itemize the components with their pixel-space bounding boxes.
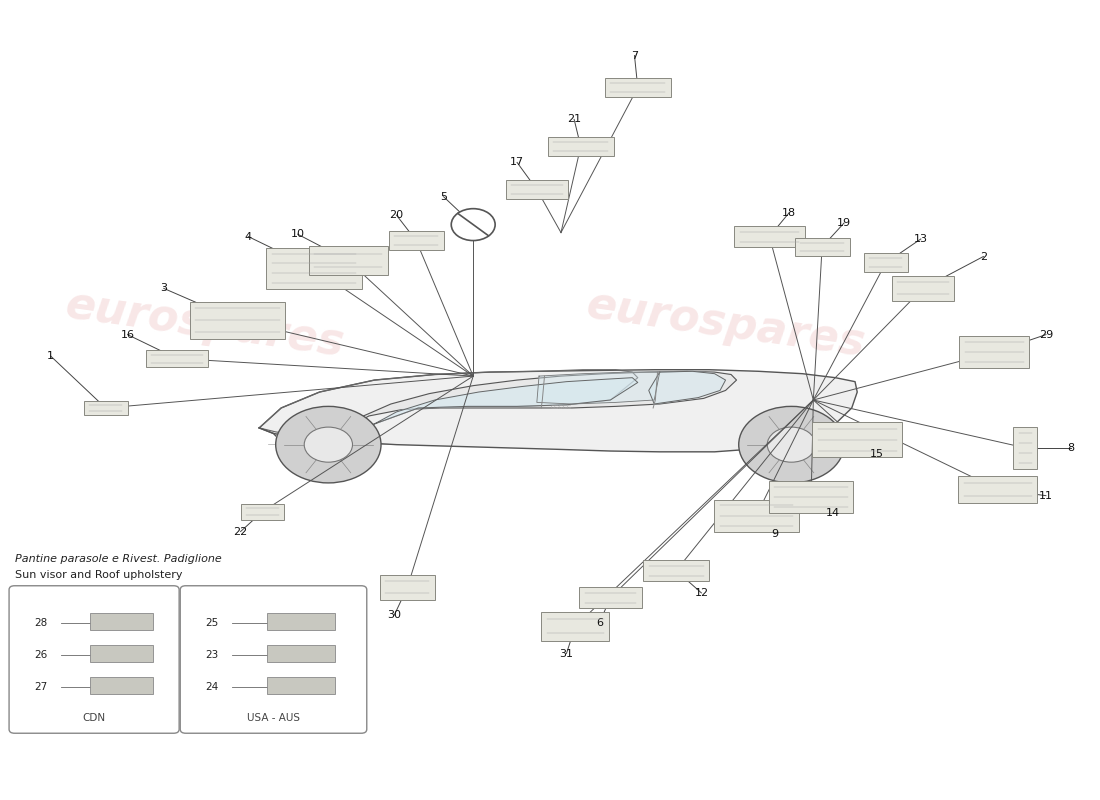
FancyBboxPatch shape [189,302,285,339]
Text: 10: 10 [290,229,305,239]
FancyBboxPatch shape [959,336,1030,368]
Polygon shape [649,371,726,404]
Text: 21: 21 [568,114,581,124]
Text: 8: 8 [1068,443,1075,453]
Text: 1: 1 [47,351,54,361]
Text: 17: 17 [510,158,524,167]
FancyBboxPatch shape [541,612,609,641]
FancyBboxPatch shape [90,645,153,662]
Text: 14: 14 [826,508,840,518]
Circle shape [451,209,495,241]
Circle shape [276,406,381,483]
Text: 15: 15 [870,450,884,459]
Text: 11: 11 [1038,490,1053,501]
FancyBboxPatch shape [388,231,443,250]
Polygon shape [374,378,638,424]
FancyBboxPatch shape [267,645,334,662]
FancyBboxPatch shape [90,613,153,630]
FancyBboxPatch shape [267,677,334,694]
Text: 18: 18 [782,208,796,218]
FancyBboxPatch shape [714,500,799,531]
Text: 2: 2 [980,251,987,262]
Text: 25: 25 [206,618,219,628]
Text: 9: 9 [771,529,779,539]
FancyBboxPatch shape [769,482,854,514]
Polygon shape [537,372,660,404]
Text: 30: 30 [387,610,402,620]
FancyBboxPatch shape [90,677,153,694]
FancyBboxPatch shape [379,574,434,600]
FancyBboxPatch shape [266,248,362,289]
Text: 28: 28 [34,618,47,628]
Text: 23: 23 [206,650,219,660]
Text: eurospares: eurospares [62,283,347,365]
Circle shape [305,427,352,462]
Text: USA - AUS: USA - AUS [248,713,300,723]
Text: 12: 12 [694,588,708,598]
Text: 26: 26 [34,650,47,660]
Text: 7: 7 [631,50,638,61]
FancyBboxPatch shape [892,276,955,301]
Circle shape [739,406,844,483]
FancyBboxPatch shape [794,238,849,256]
FancyBboxPatch shape [812,422,902,458]
Text: eurospares: eurospares [583,283,868,365]
Text: 22: 22 [233,526,248,537]
FancyBboxPatch shape [548,137,614,156]
FancyBboxPatch shape [267,613,334,630]
FancyBboxPatch shape [1013,427,1037,469]
FancyBboxPatch shape [605,78,671,97]
Text: CDN: CDN [82,713,106,723]
FancyBboxPatch shape [579,587,641,609]
FancyBboxPatch shape [735,226,804,247]
Text: 6: 6 [596,618,603,628]
Text: 20: 20 [389,210,404,220]
FancyBboxPatch shape [309,246,387,275]
Text: GGGGG: GGGGG [550,406,572,410]
Text: 16: 16 [121,330,134,340]
Text: Pantine parasole e Rivest. Padiglione: Pantine parasole e Rivest. Padiglione [14,554,221,565]
Polygon shape [260,370,857,452]
FancyBboxPatch shape [180,586,366,734]
Circle shape [767,427,815,462]
Polygon shape [346,371,737,428]
Text: 13: 13 [914,234,928,244]
Text: 27: 27 [34,682,47,692]
FancyBboxPatch shape [864,254,907,273]
Text: Sun visor and Roof upholstery: Sun visor and Roof upholstery [14,570,183,580]
Text: 3: 3 [161,283,167,294]
FancyBboxPatch shape [145,350,208,367]
Text: 19: 19 [837,218,851,228]
Text: 31: 31 [560,649,573,658]
FancyBboxPatch shape [84,401,128,415]
FancyBboxPatch shape [958,476,1037,503]
FancyBboxPatch shape [506,180,568,199]
FancyBboxPatch shape [9,586,179,734]
Text: 24: 24 [206,682,219,692]
FancyBboxPatch shape [241,504,285,519]
FancyBboxPatch shape [644,560,710,582]
Text: 29: 29 [1038,330,1053,340]
Text: 5: 5 [440,192,447,202]
Text: 4: 4 [244,231,252,242]
